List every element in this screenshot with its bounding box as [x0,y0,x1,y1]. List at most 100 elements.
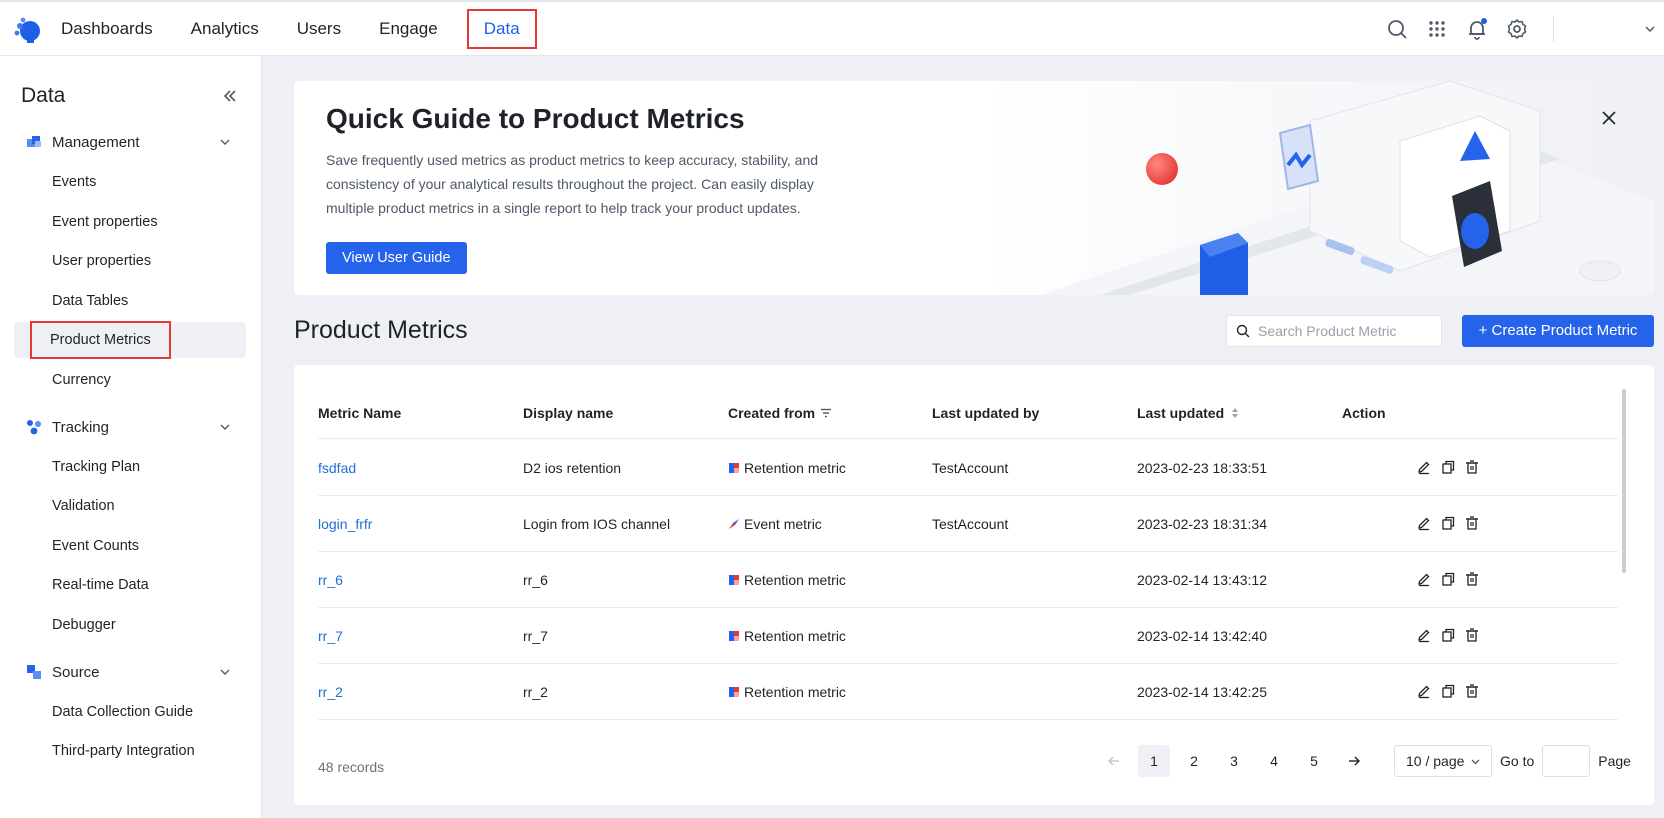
delete-icon[interactable] [1464,515,1480,531]
sidebar-group-management[interactable]: Management [14,125,246,159]
page-number-button[interactable]: 2 [1190,753,1198,769]
page-number-button[interactable]: 3 [1230,753,1238,769]
sidebar: Data Management Events Event properties Use… [0,56,262,818]
sort-icon[interactable] [1229,407,1241,419]
sidebar-group-tracking[interactable]: Tracking [14,410,246,444]
nav-item-data[interactable]: Data [466,9,537,49]
nav-item-engage[interactable]: Engage [379,19,438,38]
last-updated-cell: 2023-02-23 18:31:34 [1137,516,1267,532]
sidebar-item-validation[interactable]: Validation [52,498,115,514]
notifications-button[interactable] [1465,17,1489,41]
nav-item-dashboards[interactable]: Dashboards [61,19,153,38]
display-name-cell: rr_7 [523,628,548,644]
page-number-button[interactable]: 4 [1270,753,1278,769]
next-page-button[interactable] [1338,745,1370,777]
create-product-metric-button[interactable]: + Create Product Metric [1462,315,1654,347]
metric-name-link[interactable]: rr_7 [318,628,343,644]
bell-icon [1469,21,1485,40]
sidebar-item-event-properties[interactable]: Event properties [52,214,158,230]
sidebar-item-data-collection-guide[interactable]: Data Collection Guide [52,704,194,720]
delete-icon[interactable] [1464,627,1480,643]
copy-icon[interactable] [1440,683,1456,699]
delete-icon[interactable] [1464,459,1480,475]
tracking-nodes-icon [27,420,41,435]
chevron-down-icon[interactable] [218,135,232,149]
sidebar-item-events[interactable]: Events [52,174,97,190]
source-blocks-icon [27,665,41,679]
delete-icon[interactable] [1464,683,1480,699]
table-row: rr_7 rr_7 Retention metric 2023-02-14 13:42… [318,608,1618,664]
metric-name-link[interactable]: fsdfad [318,460,357,476]
page-number-button[interactable]: 5 [1310,753,1318,769]
sidebar-item-tracking-plan[interactable]: Tracking Plan [52,459,141,475]
guide-illustration [980,81,1654,295]
edit-icon[interactable] [1416,627,1432,643]
edit-icon[interactable] [1416,515,1432,531]
page-size-select[interactable]: 10 / page [1394,745,1492,777]
sidebar-item-product-metrics[interactable]: Product Metrics [14,321,246,359]
copy-icon[interactable] [1440,571,1456,587]
sidebar-item-currency[interactable]: Currency [52,372,111,388]
collapse-sidebar-icon[interactable] [222,88,238,104]
sidebar-item-third-party-integration[interactable]: Third-party Integration [52,743,195,759]
sidebar-item-data-tables[interactable]: Data Tables [52,293,129,309]
metric-name-link[interactable]: rr_6 [318,572,343,588]
arrow-right-icon [1349,756,1360,766]
row-actions [1416,515,1488,531]
created-from-label: Retention metric [744,684,846,700]
delete-icon[interactable] [1464,571,1480,587]
search-icon[interactable] [1385,17,1409,41]
gear-icon[interactable] [1505,17,1529,41]
copy-icon[interactable] [1440,515,1456,531]
row-actions [1416,459,1488,475]
chevron-down-icon[interactable] [218,665,232,679]
display-name-cell: D2 ios retention [523,460,622,476]
metric-name-link[interactable]: login_frfr [318,516,373,532]
sidebar-item-debugger[interactable]: Debugger [52,617,116,633]
notification-badge [1481,18,1487,24]
display-name-cell: rr_6 [523,572,548,588]
edit-icon[interactable] [1416,683,1432,699]
edit-icon[interactable] [1416,571,1432,587]
last-updated-cell: 2023-02-14 13:43:12 [1137,572,1267,588]
copy-icon[interactable] [1440,627,1456,643]
sidebar-item-label: Product Metrics [30,321,171,359]
page-number-button[interactable]: 1 [1138,745,1170,777]
filter-icon[interactable] [820,407,832,419]
column-header-last-updated: Last updated [1137,387,1241,439]
chevron-down-icon[interactable] [218,420,232,434]
metric-name-link[interactable]: rr_2 [318,684,343,700]
copy-icon[interactable] [1440,459,1456,475]
sidebar-group-label: Management [52,133,140,151]
table-row: fsdfad D2 ios retention Retention metric Te… [318,440,1618,496]
close-icon[interactable] [1600,109,1618,127]
view-user-guide-button[interactable]: View User Guide [326,242,467,274]
prev-page-button[interactable] [1098,745,1130,777]
sidebar-group-source[interactable]: Source [14,655,246,689]
row-actions [1416,627,1488,643]
goto-page-input[interactable] [1542,745,1591,777]
user-menu-chevron-down-icon[interactable] [1642,21,1658,37]
created-from-label: Retention metric [744,572,846,588]
column-header-action: Action [1342,387,1386,439]
edit-icon[interactable] [1416,459,1432,475]
table-scrollbar[interactable] [1622,389,1626,573]
column-header-label: Last updated [1137,405,1225,421]
quick-guide-banner: Quick Guide to Product Metrics Save freq… [294,81,1654,295]
chevron-down-icon [1471,759,1480,765]
search-input[interactable] [1258,323,1438,339]
nav-item-users[interactable]: Users [296,19,342,38]
column-header-display-name: Display name [523,387,613,439]
column-header-label: Display name [523,405,614,421]
records-count: 48 records [318,759,385,775]
sidebar-item-real-time-data[interactable]: Real-time Data [52,577,149,593]
sidebar-item-user-properties[interactable]: User properties [52,253,152,269]
table-row: rr_2 rr_2 Retention metric 2023-02-14 13:42… [318,664,1618,720]
display-name-cell: rr_2 [523,684,548,700]
top-navigation-bar: Dashboards Analytics Users Engage Data [0,0,1664,56]
nav-item-analytics[interactable]: Analytics [190,19,259,38]
apps-grid-icon[interactable] [1425,17,1449,41]
main-nav: Dashboards Analytics Users Engage Data [52,2,557,56]
sidebar-item-event-counts[interactable]: Event Counts [52,538,140,554]
brand-logo-icon[interactable] [12,16,42,44]
